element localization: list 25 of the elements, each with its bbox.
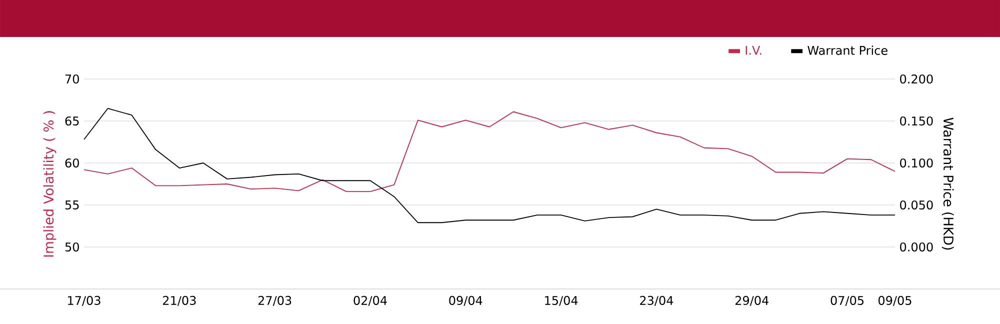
y2-tick-label: 0.200 — [900, 74, 933, 84]
x-tick-label: 23/04 — [640, 296, 674, 306]
x-tick-label: 21/03 — [163, 296, 196, 306]
y2-axis-title: Warrant Price (HKD) — [942, 118, 954, 250]
y2-tick-label: 0.050 — [900, 200, 933, 210]
x-tick-label: 02/04 — [354, 296, 387, 306]
x-tick-label: 07/05 — [830, 296, 864, 306]
x-tick-label: 09/04 — [449, 296, 482, 306]
x-tick-label: 17/03 — [68, 296, 100, 306]
y2-tick-label: 0.100 — [900, 158, 933, 168]
y-tick-label: 50 — [65, 242, 79, 252]
x-tick-label: 29/04 — [735, 296, 768, 306]
y2-tick-label: 0.000 — [900, 242, 933, 252]
line-series — [84, 111, 896, 192]
x-tick-label: 27/03 — [258, 296, 292, 306]
x-tick-label: 15/04 — [545, 296, 578, 306]
legend-label: Warrant Price — [808, 46, 888, 55]
y-tick-label: 60 — [65, 158, 79, 168]
legend-label: I.V. — [746, 46, 762, 55]
y-tick-label: 65 — [65, 116, 79, 126]
x-tick-label: 09/05 — [878, 296, 912, 306]
y-tick-label: 55 — [65, 200, 79, 210]
y2-tick-label: 0.150 — [900, 116, 933, 126]
y-tick-label: 70 — [65, 74, 79, 84]
y-axis-title: Implied Volatility ( % ) — [43, 111, 56, 257]
